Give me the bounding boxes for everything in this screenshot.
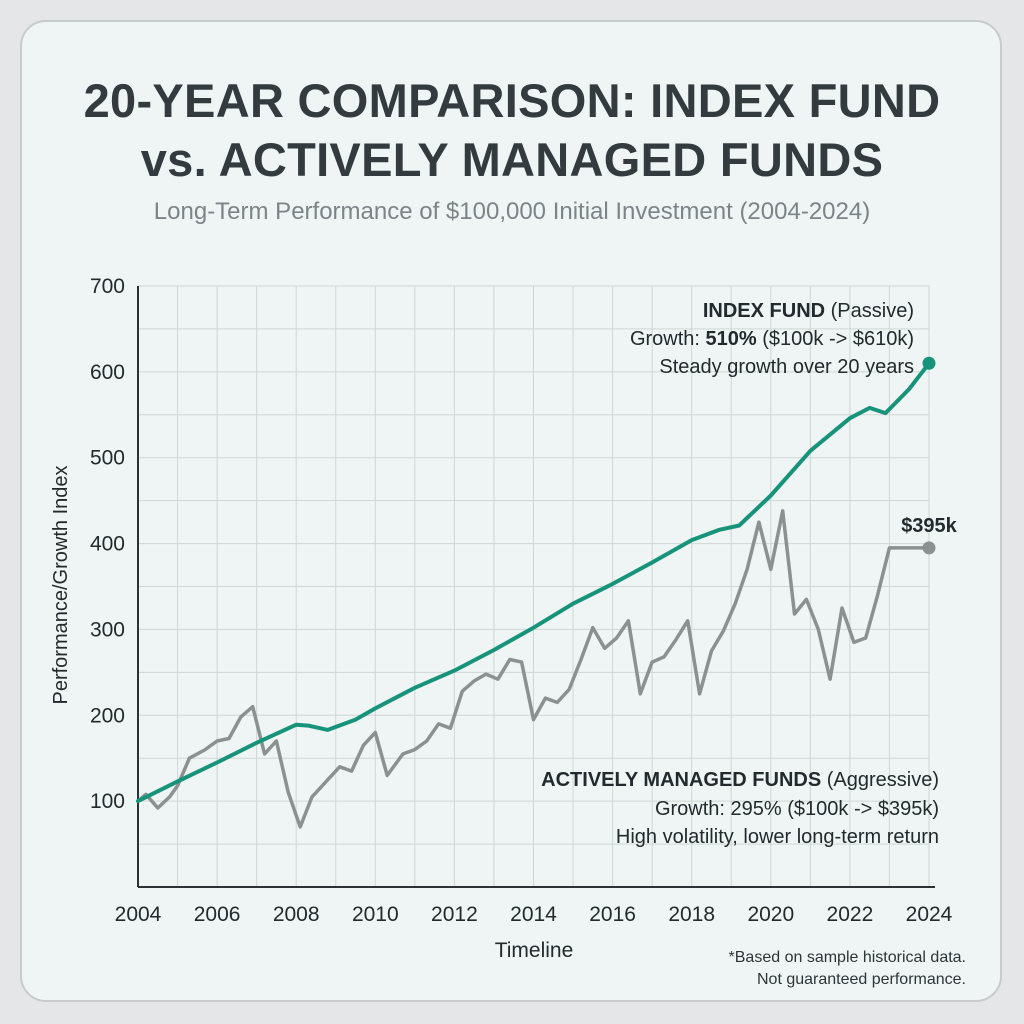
x-tick-label: 2014 [510, 903, 557, 926]
x-tick-labels: 2004 2006 2008 2010 2012 2014 2016 2018 2020 2022… [115, 903, 953, 926]
index-annotation-growth: Growth: 510% ($100k -> $610k) [630, 328, 914, 350]
y-tick-label: 200 [90, 704, 125, 727]
index-annotation: INDEX FUND (Passive) Growth: 510% ($100k… [630, 300, 914, 378]
x-tick-label: 2018 [668, 903, 715, 926]
axes [137, 286, 935, 888]
x-tick-label: 2010 [352, 903, 399, 926]
y-axis-label: Performance/Growth Index [50, 466, 72, 705]
chart-card [20, 20, 1002, 1002]
x-axis-label: Timeline [495, 939, 574, 962]
chart-subtitle: Long-Term Performance of $100,000 Initia… [153, 198, 871, 225]
active-funds-line [136, 509, 931, 829]
x-tick-label: 2006 [194, 903, 241, 926]
y-tick-label: 400 [90, 533, 125, 556]
x-tick-label: 2022 [827, 903, 874, 926]
series-lines [136, 356, 936, 829]
active-annotation-title: ACTIVELY MANAGED FUNDS (Aggressive) [541, 769, 939, 791]
index-annotation-note: Steady growth over 20 years [659, 356, 914, 378]
footnote-line-1: *Based on sample historical data. [728, 949, 966, 966]
index-fund-end-point [922, 356, 936, 370]
y-tick-label: 500 [90, 447, 125, 470]
x-tick-label: 2012 [431, 903, 478, 926]
active-funds-end-point [922, 541, 936, 555]
chart-title-line-1: 20-YEAR COMPARISON: INDEX FUND [83, 74, 941, 127]
y-tick-label: 700 [90, 275, 125, 298]
y-tick-label: 600 [90, 361, 125, 384]
active-annotation: ACTIVELY MANAGED FUNDS (Aggressive) Grow… [541, 769, 939, 848]
index-annotation-title: INDEX FUND (Passive) [703, 300, 914, 322]
y-tick-labels: 100 200 300 400 500 600 700 [90, 275, 125, 813]
footnote-line-2: Not guaranteed performance. [756, 971, 966, 988]
active-annotation-growth: Growth: 295% ($100k -> $395k) [655, 798, 939, 820]
x-tick-label: 2004 [115, 903, 162, 926]
x-tick-label: 2016 [589, 903, 636, 926]
x-tick-label: 2024 [906, 903, 953, 926]
chart-title-line-2: vs. ACTIVELY MANAGED FUNDS [140, 133, 884, 186]
x-tick-label: 2020 [747, 903, 794, 926]
index-fund-line [136, 361, 931, 804]
active-end-label: $395k [901, 515, 957, 537]
y-tick-label: 100 [90, 790, 125, 813]
footnote: *Based on sample historical data. Not gu… [729, 947, 966, 991]
y-tick-label: 300 [90, 618, 125, 641]
x-tick-label: 2008 [273, 903, 320, 926]
active-annotation-note: High volatility, lower long-term return [616, 826, 939, 848]
